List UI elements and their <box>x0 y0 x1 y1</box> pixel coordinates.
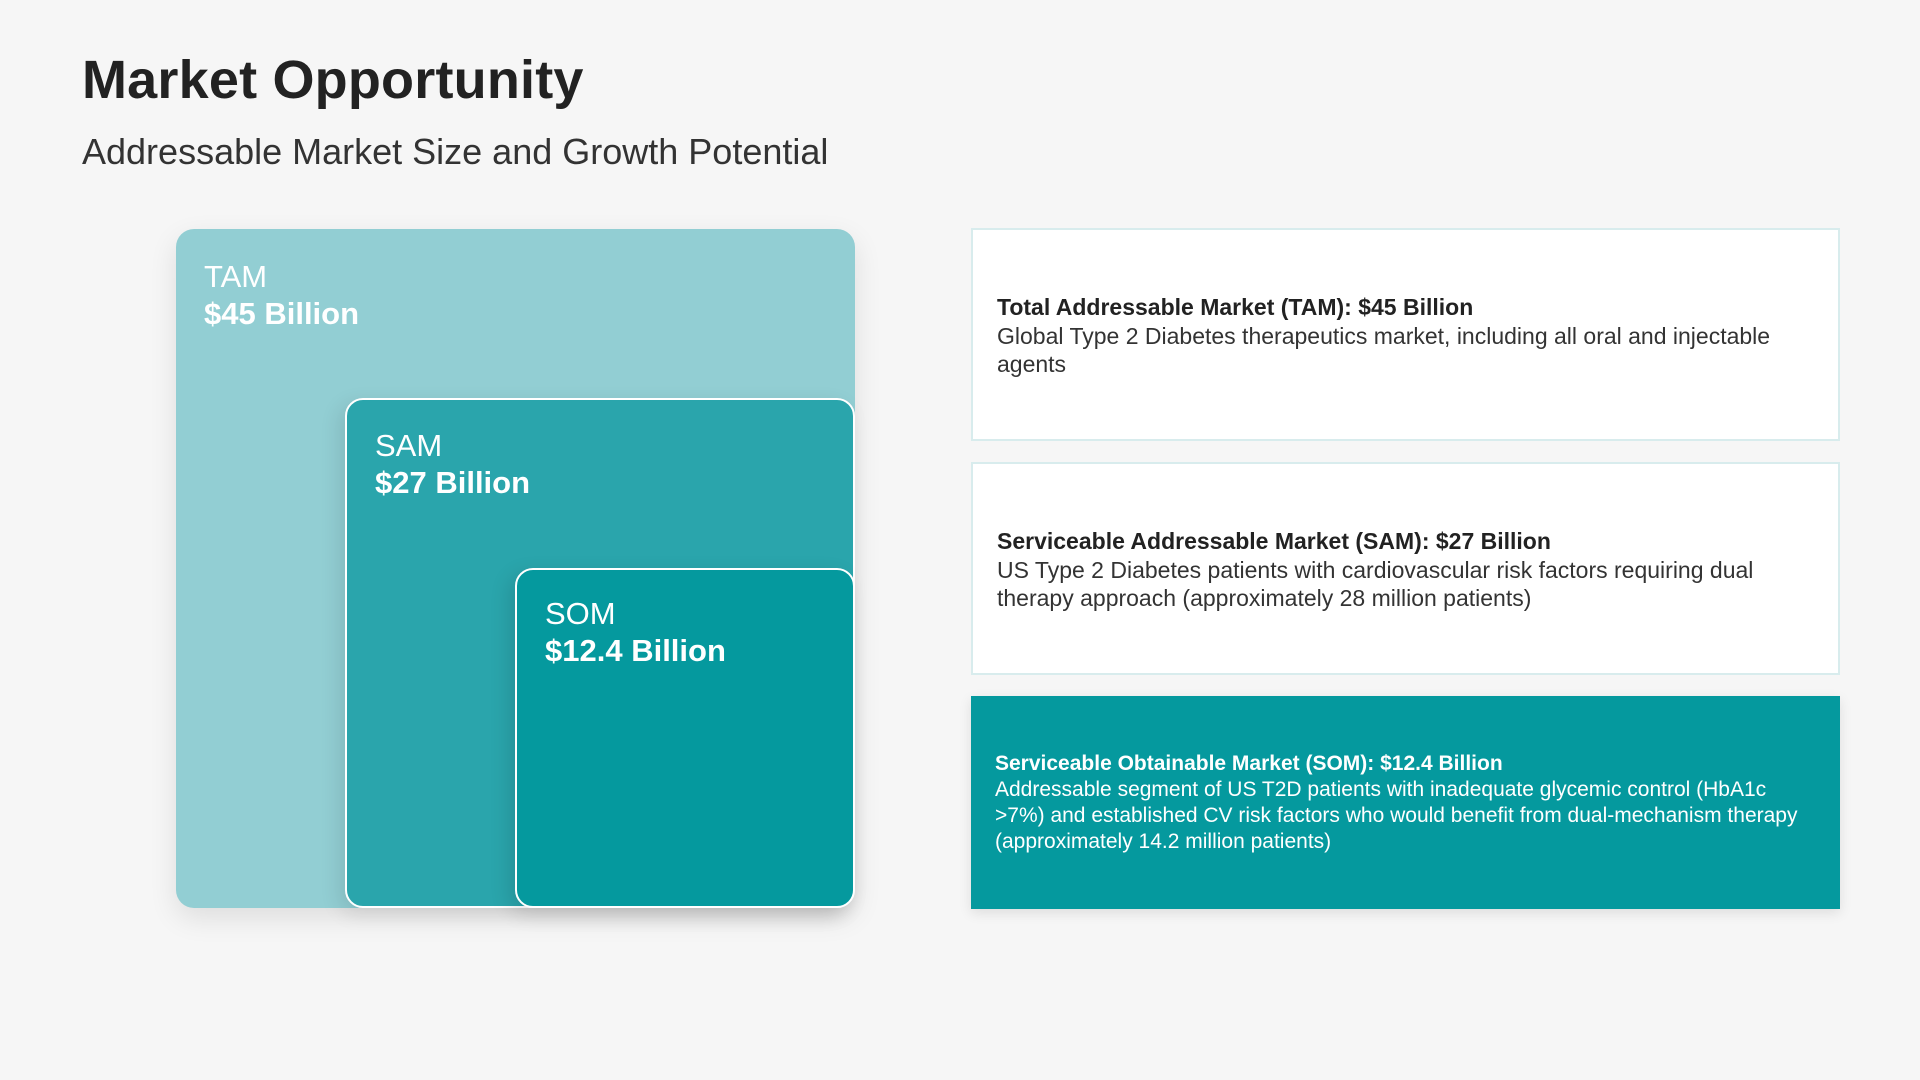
som-card-title: Serviceable Obtainable Market (SOM): $12… <box>995 752 1503 775</box>
slide-header: Market Opportunity Addressable Market Si… <box>82 48 828 174</box>
sam-label: SAM <box>375 428 443 463</box>
sam-description-card: Serviceable Addressable Market (SAM): $2… <box>971 462 1840 675</box>
som-box: SOM $12.4 Billion <box>515 568 855 908</box>
tam-card-title: Total Addressable Market (TAM): $45 Bill… <box>997 293 1474 320</box>
page-subtitle: Addressable Market Size and Growth Poten… <box>82 131 829 172</box>
sam-value: $27 Billion <box>375 465 531 500</box>
tam-label: TAM <box>204 259 268 294</box>
sam-card-description: US Type 2 Diabetes patients with cardiov… <box>997 556 1754 611</box>
som-card-description: Addressable segment of US T2D patients w… <box>995 778 1798 853</box>
som-description-card: Serviceable Obtainable Market (SOM): $12… <box>971 696 1840 909</box>
tam-card-description: Global Type 2 Diabetes therapeutics mark… <box>997 322 1771 377</box>
som-value: $12.4 Billion <box>545 633 726 668</box>
som-label: SOM <box>545 596 616 631</box>
tam-description-card: Total Addressable Market (TAM): $45 Bill… <box>971 228 1840 441</box>
tam-value: $45 Billion <box>204 296 360 331</box>
page-title: Market Opportunity <box>82 50 584 110</box>
sam-card-title: Serviceable Addressable Market (SAM): $2… <box>997 527 1551 554</box>
